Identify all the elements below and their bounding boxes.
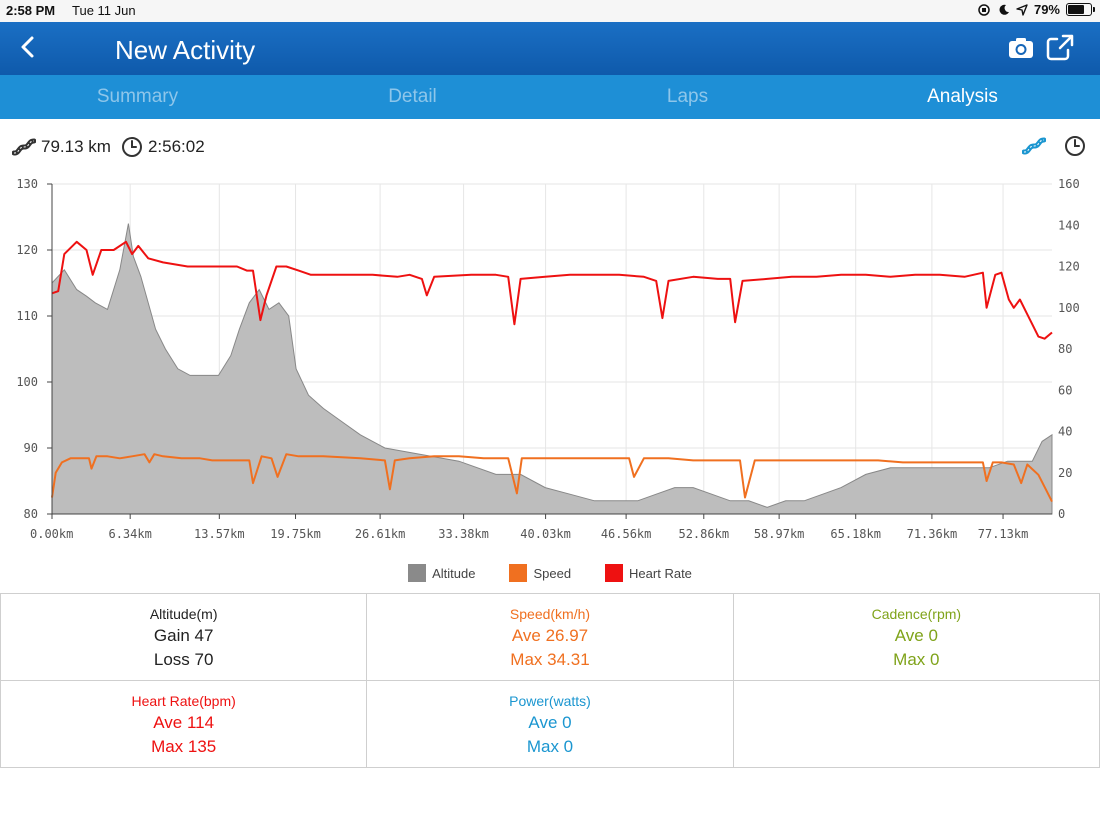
- y-right-tick-label: 120: [1058, 260, 1080, 274]
- x-tick-label: 6.34km: [108, 527, 151, 541]
- stat-speed-title: Speed(km/h): [509, 606, 591, 622]
- y-right-tick-label: 160: [1058, 177, 1080, 191]
- back-button[interactable]: [14, 32, 44, 64]
- legend-swatch-speed: [509, 564, 528, 582]
- share-external-icon: [1046, 34, 1074, 61]
- stat-altitude-loss: Loss 70: [153, 650, 214, 669]
- tab-detail[interactable]: Detail: [388, 86, 437, 107]
- y-right-tick-label: 80: [1058, 342, 1072, 356]
- series-heart-rate-line: [51, 240, 1053, 340]
- stat-power-max: Max 0: [526, 737, 574, 756]
- status-time: 2:58 PM: [6, 3, 56, 18]
- camera-button[interactable]: [1008, 36, 1034, 60]
- time-mode-icon[interactable]: [1064, 135, 1086, 157]
- stat-heart-rate-ave: Ave 114: [153, 713, 215, 732]
- legend-swatch-heart-rate: [605, 564, 624, 582]
- location-arrow-icon: [1016, 3, 1028, 16]
- tab-laps[interactable]: Laps: [666, 86, 709, 107]
- status-date: Tue 11 Jun: [72, 3, 136, 18]
- status-bar: 2:58 PM Tue 11 Jun 79%: [0, 0, 1100, 22]
- y-right-tick-label: 0: [1058, 507, 1065, 521]
- chart-legend: Altitude Speed Heart Rate: [0, 564, 1100, 582]
- activity-chart: 80 90 100 110 120 130 0 20 40 60 80 100 120 140 160 0.0…: [16, 177, 1080, 541]
- chevron-left-icon: [21, 36, 34, 58]
- legend-label-heart-rate: Heart Rate: [629, 565, 692, 581]
- stat-cadence: Cadence(rpm) Ave 0 Max 0: [734, 594, 1100, 680]
- stat-cadence-title: Cadence(rpm): [871, 606, 962, 622]
- stat-altitude-title: Altitude(m): [149, 606, 218, 622]
- legend-item-speed: Speed: [509, 564, 571, 582]
- y-left-tick-label: 80: [24, 507, 38, 521]
- stat-power: Power(watts) Ave 0 Max 0: [367, 681, 734, 767]
- legend-swatch-altitude: [408, 564, 427, 582]
- stats-grid: Altitude(m) Gain 47 Loss 70 Speed(km/h) …: [0, 593, 1100, 768]
- total-distance: 79.13 km: [41, 137, 111, 156]
- y-right-tick-label: 40: [1058, 425, 1072, 439]
- legend-item-altitude: Altitude: [408, 564, 475, 582]
- legend-item-heart-rate: Heart Rate: [605, 564, 692, 582]
- x-tick-label: 13.57km: [194, 527, 245, 541]
- y-left-tick-label: 110: [16, 309, 38, 323]
- stat-speed: Speed(km/h) Ave 26.97 Max 34.31: [367, 594, 734, 680]
- battery-percent: 79%: [1033, 2, 1060, 17]
- x-tick-label: 52.86km: [678, 527, 729, 541]
- y-right-tick-label: 60: [1058, 383, 1072, 397]
- stat-speed-max: Max 34.31: [510, 650, 590, 669]
- tab-analysis[interactable]: Analysis: [927, 86, 998, 107]
- share-button[interactable]: [1045, 34, 1075, 62]
- stat-heart-rate-max: Max 135: [151, 737, 217, 756]
- stat-heart-rate: Heart Rate(bpm) Ave 114 Max 135: [0, 681, 368, 767]
- x-tick-label: 40.03km: [520, 527, 571, 541]
- y-left-tick-label: 90: [24, 441, 38, 455]
- x-axis-mode-toggle: [1022, 135, 1086, 157]
- tab-summary[interactable]: Summary: [96, 86, 179, 107]
- legend-label-speed: Speed: [533, 565, 572, 581]
- stat-power-ave: Ave 0: [528, 713, 572, 732]
- series-speed-line: [51, 453, 1053, 503]
- stat-power-title: Power(watts): [509, 693, 591, 709]
- y-right-tick-label: 20: [1058, 466, 1072, 480]
- clock-icon: [121, 137, 142, 157]
- x-tick-label: 46.56km: [601, 527, 652, 541]
- activity-summary: 79.13 km 2:56:02: [12, 134, 205, 160]
- x-tick-label: 19.75km: [270, 527, 321, 541]
- distance-mode-icon[interactable]: [1022, 137, 1046, 155]
- stats-row: Altitude(m) Gain 47 Loss 70 Speed(km/h) …: [0, 594, 1100, 681]
- y-right-tick-label: 100: [1058, 301, 1080, 315]
- stat-cadence-ave: Ave 0: [894, 626, 938, 645]
- x-tick-label: 0.00km: [30, 527, 73, 541]
- series-altitude-area: [51, 223, 1053, 515]
- y-left-tick-label: 120: [16, 243, 38, 257]
- tab-bar: Summary Detail Laps Analysis: [0, 75, 1100, 119]
- y-left-tick-label: 100: [16, 375, 38, 389]
- x-tick-label: 65.18km: [830, 527, 881, 541]
- x-tick-label: 58.97km: [754, 527, 805, 541]
- stat-altitude: Altitude(m) Gain 47 Loss 70: [0, 594, 368, 680]
- moon-icon: [999, 4, 1009, 15]
- stat-heart-rate-title: Heart Rate(bpm): [131, 693, 236, 709]
- stat-altitude-gain: Gain 47: [153, 626, 214, 645]
- page-title: New Activity: [115, 35, 256, 65]
- legend-label-altitude: Altitude: [432, 565, 476, 581]
- x-tick-label: 71.36km: [907, 527, 958, 541]
- screen-rotation-lock-icon: [978, 3, 990, 16]
- road-icon: [12, 138, 36, 156]
- app-header: New Activity: [0, 22, 1100, 75]
- status-indicators: 79%: [976, 2, 1095, 17]
- stat-empty: [734, 681, 1100, 767]
- x-tick-label: 26.61km: [355, 527, 406, 541]
- stat-speed-ave: Ave 26.97: [511, 626, 589, 645]
- battery-icon: [1066, 3, 1095, 16]
- x-tick-label: 77.13km: [978, 527, 1029, 541]
- x-tick-label: 33.38km: [438, 527, 489, 541]
- y-right-tick-label: 140: [1058, 218, 1080, 232]
- camera-icon: [1009, 38, 1033, 58]
- y-left-tick-label: 130: [16, 177, 38, 191]
- total-duration: 2:56:02: [147, 137, 205, 156]
- stats-row: Heart Rate(bpm) Ave 114 Max 135 Power(wa…: [0, 681, 1100, 768]
- stat-cadence-max: Max 0: [893, 650, 940, 669]
